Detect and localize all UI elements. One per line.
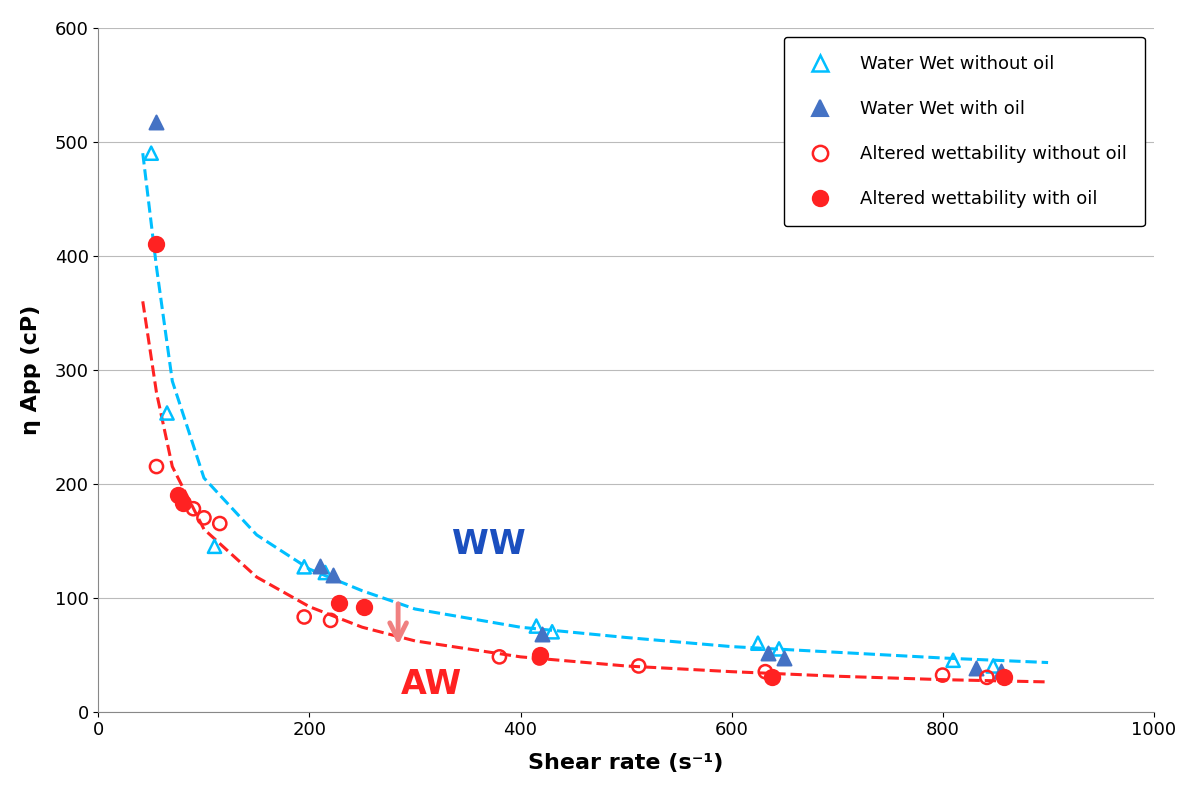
Point [321,614,340,626]
Point [527,620,546,633]
Point [323,569,342,581]
Point [147,116,166,129]
Point [932,669,952,681]
Point [984,660,1003,673]
Point [316,566,335,579]
Text: AW: AW [401,669,462,701]
Point [542,626,561,638]
Point [630,660,649,673]
Point [211,517,230,530]
X-axis label: Shear rate (s⁻¹): Shear rate (s⁻¹) [528,754,724,773]
Point [329,597,348,610]
Point [147,461,166,473]
Point [530,652,549,665]
Point [158,407,177,419]
Point [490,650,509,663]
Point [759,647,778,660]
Point [531,628,551,641]
Point [530,648,549,661]
Point [168,488,187,501]
Point [770,642,789,655]
Point [762,671,782,684]
Point [310,559,329,572]
Text: WW: WW [452,528,525,561]
Point [995,671,1014,684]
Point [977,671,996,684]
Point [755,665,774,678]
Point [967,662,986,675]
Point [184,503,203,515]
Point [174,497,193,510]
Point [991,664,1010,676]
Point [294,561,314,573]
Point [147,238,166,251]
Point [294,611,314,623]
Point [774,652,794,665]
Point [141,147,160,160]
Point [943,654,962,667]
Point [354,600,373,613]
Y-axis label: η App (cP): η App (cP) [20,305,41,435]
Legend: Water Wet without oil, Water Wet with oil, Altered wettability without oil, Alte: Water Wet without oil, Water Wet with oi… [784,37,1144,226]
Point [748,637,767,649]
Point [205,540,224,553]
Point [194,511,213,524]
